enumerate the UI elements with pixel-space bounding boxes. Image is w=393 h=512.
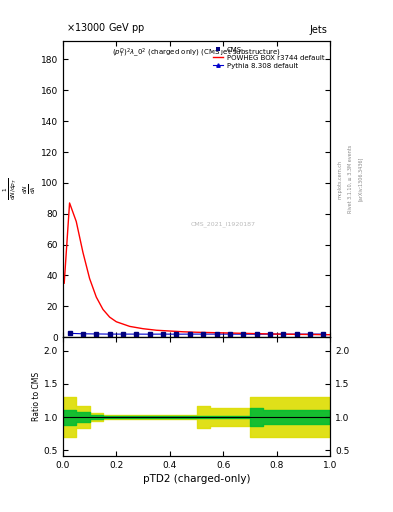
Legend: CMS, POWHEG BOX r3744 default, Pythia 8.308 default: CMS, POWHEG BOX r3744 default, Pythia 8.… — [211, 45, 327, 71]
Y-axis label: Ratio to CMS: Ratio to CMS — [32, 372, 41, 421]
Text: $\times$13000 GeV pp: $\times$13000 GeV pp — [66, 21, 145, 35]
Y-axis label: $\frac{1}{\mathrm{d}N/\mathrm{d}p_T}$
$\frac{\mathrm{d}N}{\mathrm{d}\lambda}$: $\frac{1}{\mathrm{d}N/\mathrm{d}p_T}$ $\… — [2, 178, 38, 200]
Text: [arXiv:1306.3436]: [arXiv:1306.3436] — [358, 157, 363, 201]
X-axis label: pTD2 (charged-only): pTD2 (charged-only) — [143, 474, 250, 484]
Text: Rivet 3.1.10, ≥ 3.3M events: Rivet 3.1.10, ≥ 3.3M events — [348, 145, 353, 214]
Text: mcplots.cern.ch: mcplots.cern.ch — [338, 160, 343, 199]
Text: CMS_2021_I1920187: CMS_2021_I1920187 — [191, 222, 256, 227]
Text: $(p_T^D)^2\lambda\_0^2$ (charged only) (CMS jet substructure): $(p_T^D)^2\lambda\_0^2$ (charged only) (… — [112, 47, 281, 60]
Text: Jets: Jets — [310, 25, 327, 35]
